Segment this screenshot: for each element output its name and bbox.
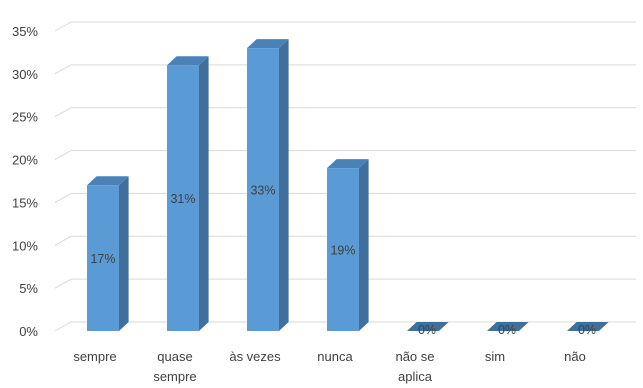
y-tick-label: 30% xyxy=(12,67,38,82)
bars xyxy=(87,39,609,332)
data-label: 0% xyxy=(578,323,596,337)
y-tick-label: 5% xyxy=(19,281,38,296)
bar xyxy=(407,322,449,331)
gridline xyxy=(54,192,636,203)
bar xyxy=(327,159,369,331)
bar-side-face xyxy=(359,159,369,331)
bar-side-face xyxy=(199,56,209,332)
bar xyxy=(247,39,289,332)
y-tick-label: 10% xyxy=(12,238,38,253)
x-tick-label-line: aplica xyxy=(398,369,433,384)
data-labels: 17% 31% 33% 19% 0% 0% 0% xyxy=(90,184,596,337)
x-tick-label: nunca xyxy=(317,349,353,364)
bar-top-face xyxy=(167,56,209,66)
gridline xyxy=(54,150,636,161)
gridline xyxy=(54,235,636,246)
y-tick-label: 20% xyxy=(12,153,38,168)
x-tick-label-line: às vezes xyxy=(229,349,281,364)
x-tick-label-line: sempre xyxy=(73,349,116,364)
bar-front-face xyxy=(167,65,199,332)
bar-front-face xyxy=(327,168,359,331)
y-tick-label: 0% xyxy=(19,324,38,339)
data-label: 33% xyxy=(250,184,275,198)
bar-top-face xyxy=(247,39,289,49)
bar-top-face xyxy=(487,322,529,331)
bar xyxy=(167,56,209,332)
bar xyxy=(487,322,529,331)
x-tick-label: às vezes xyxy=(229,349,281,364)
x-tick-label-line: nunca xyxy=(317,349,353,364)
y-tick-label: 15% xyxy=(12,195,38,210)
bar-front-face xyxy=(247,48,279,332)
x-tick-label-line: sempre xyxy=(153,369,196,384)
bar-top-face xyxy=(567,322,609,331)
bar-top-face xyxy=(87,176,129,186)
x-tick-label-line: não xyxy=(564,349,586,364)
bar-side-face xyxy=(279,39,289,332)
x-tick-label-line: sim xyxy=(485,349,505,364)
x-tick-label: quase sempre xyxy=(153,349,196,384)
gridline xyxy=(54,64,636,75)
bar-front-face xyxy=(87,185,119,331)
data-label: 31% xyxy=(170,192,195,206)
y-tick-label: 25% xyxy=(12,110,38,125)
data-label: 0% xyxy=(498,323,516,337)
gridline xyxy=(54,21,636,32)
data-label: 17% xyxy=(90,252,115,266)
x-tick-label: não xyxy=(564,349,586,364)
bar xyxy=(87,176,129,331)
y-axis-ticks: 0% 5% 10% 15% 20% 25% 30% 35% xyxy=(12,24,38,339)
bar-top-face xyxy=(407,322,449,331)
gridline xyxy=(54,278,636,289)
x-tick-label: sim xyxy=(485,349,505,364)
bar-top-face xyxy=(327,159,369,169)
x-tick-label: sempre xyxy=(73,349,116,364)
y-tick-label: 35% xyxy=(12,24,38,39)
data-label: 19% xyxy=(330,244,355,258)
x-tick-label: não se aplica xyxy=(395,349,434,384)
x-tick-label-line: quase xyxy=(157,349,192,364)
gridline xyxy=(54,107,636,118)
x-axis-ticks: sempre quase sempre às vezes nunca não se apli… xyxy=(73,349,586,384)
data-label: 0% xyxy=(418,323,436,337)
bar-side-face xyxy=(119,176,129,331)
gridlines xyxy=(54,21,636,332)
x-tick-label-line: não se xyxy=(395,349,434,364)
bar xyxy=(567,322,609,331)
